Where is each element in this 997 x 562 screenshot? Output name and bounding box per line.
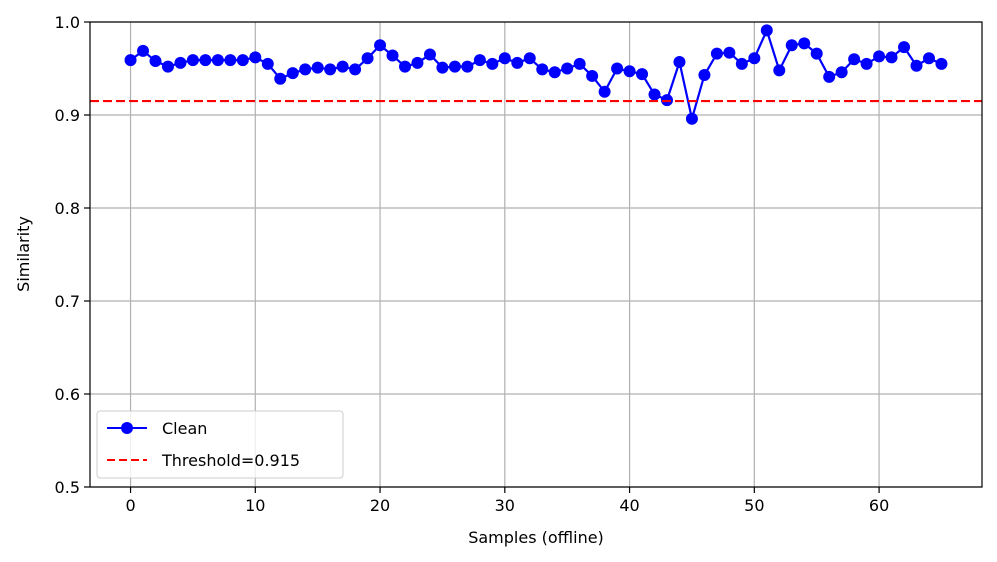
y-tick-label-3: 0.8 (55, 199, 80, 218)
clean-point-8 (224, 54, 237, 67)
clean-point-7 (211, 54, 224, 67)
plot-frame (89, 21, 983, 488)
x-tick-label-0: 0 (125, 496, 135, 515)
x-tick-label-3: 30 (495, 496, 515, 515)
clean-point-56 (823, 70, 836, 83)
clean-point-41 (636, 68, 649, 81)
clean-point-57 (835, 66, 848, 79)
legend: Clean Threshold=0.915 (96, 410, 344, 479)
clean-point-17 (336, 60, 349, 73)
clean-point-9 (236, 54, 249, 67)
clean-point-5 (186, 54, 199, 67)
clean-point-15 (311, 61, 324, 74)
clean-point-18 (349, 63, 362, 76)
clean-point-62 (898, 41, 911, 54)
clean-point-20 (374, 39, 387, 52)
clean-point-34 (548, 66, 561, 79)
clean-point-36 (573, 57, 586, 70)
clean-point-16 (324, 63, 337, 76)
y-axis-label: Similarity (14, 216, 33, 292)
clean-point-44 (673, 55, 686, 68)
clean-point-0 (124, 54, 137, 67)
clean-point-4 (174, 56, 187, 69)
clean-point-28 (473, 54, 486, 67)
clean-point-55 (810, 47, 823, 60)
x-tick-label-6: 60 (869, 496, 889, 515)
clean-point-50 (748, 52, 761, 65)
legend-clean-marker (121, 422, 133, 434)
legend-clean-label: Clean (162, 419, 207, 438)
clean-point-30 (498, 52, 511, 65)
clean-point-60 (873, 50, 886, 63)
x-tick-label-4: 40 (619, 496, 639, 515)
clean-point-24 (423, 48, 436, 61)
clean-point-52 (773, 64, 786, 77)
clean-point-40 (623, 65, 636, 78)
clean-point-64 (922, 52, 935, 65)
clean-point-65 (935, 57, 948, 70)
clean-point-21 (386, 49, 399, 62)
clean-point-38 (598, 85, 611, 98)
y-tick-label-1: 0.6 (55, 385, 80, 404)
clean-point-32 (523, 52, 536, 65)
axis-ticks: 0 10 20 30 40 50 60 0.5 0.6 0.7 0.8 0.9 1.0 (55, 13, 890, 515)
clean-point-51 (760, 24, 773, 37)
x-tick-label-5: 50 (744, 496, 764, 515)
clean-point-19 (361, 52, 374, 65)
y-tick-label-4: 0.9 (55, 106, 80, 125)
clean-point-23 (411, 56, 424, 69)
y-tick-label-5: 1.0 (55, 13, 80, 32)
clean-point-47 (710, 47, 723, 60)
clean-point-26 (448, 60, 461, 73)
legend-box (96, 410, 344, 479)
clean-point-3 (161, 60, 174, 73)
x-tick-label-2: 20 (370, 496, 390, 515)
clean-point-49 (735, 57, 748, 70)
clean-point-58 (848, 53, 861, 66)
clean-point-46 (698, 69, 711, 82)
clean-point-37 (586, 69, 599, 82)
clean-point-45 (685, 112, 698, 125)
clean-point-35 (561, 62, 574, 75)
x-axis-label: Samples (offline) (468, 528, 604, 547)
clean-point-29 (486, 57, 499, 70)
clean-point-25 (436, 61, 449, 74)
y-tick-label-2: 0.7 (55, 292, 80, 311)
legend-threshold-label: Threshold=0.915 (161, 451, 300, 470)
clean-point-27 (461, 60, 474, 73)
clean-point-1 (137, 44, 150, 57)
clean-point-14 (299, 63, 312, 76)
clean-point-63 (910, 59, 923, 72)
clean-point-61 (885, 51, 898, 64)
clean-point-12 (274, 72, 287, 85)
clean-point-39 (611, 62, 624, 75)
clean-point-59 (860, 57, 873, 70)
clean-point-31 (511, 56, 524, 69)
clean-point-22 (399, 60, 412, 73)
clean-point-6 (199, 54, 212, 67)
clean-point-48 (723, 46, 736, 59)
y-tick-label-0: 0.5 (55, 478, 80, 497)
clean-point-42 (648, 88, 661, 101)
clean-point-53 (785, 39, 798, 52)
clean-point-13 (286, 67, 299, 80)
clean-point-54 (798, 37, 811, 50)
clean-point-10 (249, 51, 262, 64)
clean-point-33 (536, 63, 549, 76)
x-tick-label-1: 10 (245, 496, 265, 515)
series-layer (90, 24, 982, 125)
clean-point-11 (261, 57, 274, 70)
clean-point-2 (149, 55, 162, 68)
